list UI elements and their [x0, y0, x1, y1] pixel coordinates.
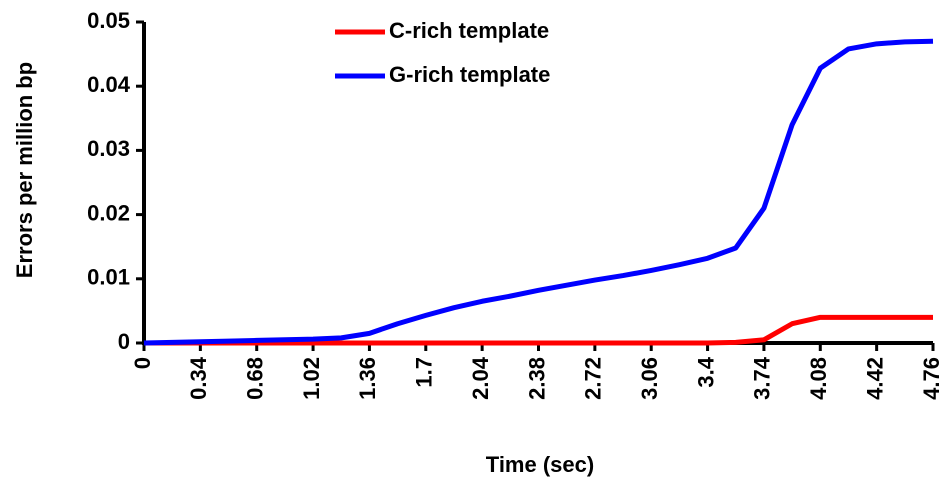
y-tick-label: 0.02	[87, 200, 130, 225]
x-tick-label: 3.06	[637, 357, 662, 400]
x-tick-label: 1.7	[412, 357, 437, 388]
x-tick-label: 2.72	[581, 357, 606, 400]
y-tick-label: 0	[118, 329, 130, 354]
x-tick-label: 4.08	[806, 357, 831, 400]
y-axis-label: Errors per million bp	[12, 62, 37, 278]
x-tick-label: 3.4	[693, 356, 718, 387]
y-tick-label: 0.01	[87, 265, 130, 290]
x-tick-label: 3.74	[750, 356, 775, 400]
x-tick-label: 1.02	[299, 357, 324, 400]
legend-label: G-rich template	[389, 62, 550, 87]
legend-label: C-rich template	[389, 18, 549, 43]
series-line	[143, 38, 934, 346]
x-tick-label: 4.76	[919, 357, 941, 400]
x-tick-label: 2.38	[524, 357, 549, 400]
series-line	[144, 314, 933, 346]
y-tick-label: 0.04	[87, 72, 131, 97]
x-tick-label: 0.68	[243, 357, 268, 400]
x-tick-label: 0.34	[186, 356, 211, 400]
x-axis-label: Time (sec)	[486, 452, 594, 477]
x-tick-label: 4.42	[862, 357, 887, 400]
y-tick-label: 0.03	[87, 136, 130, 161]
y-tick-label: 0.05	[87, 8, 130, 33]
x-tick-label: 1.36	[355, 357, 380, 400]
x-tick-label: 0	[130, 357, 155, 369]
x-tick-label: 2.04	[468, 356, 493, 400]
